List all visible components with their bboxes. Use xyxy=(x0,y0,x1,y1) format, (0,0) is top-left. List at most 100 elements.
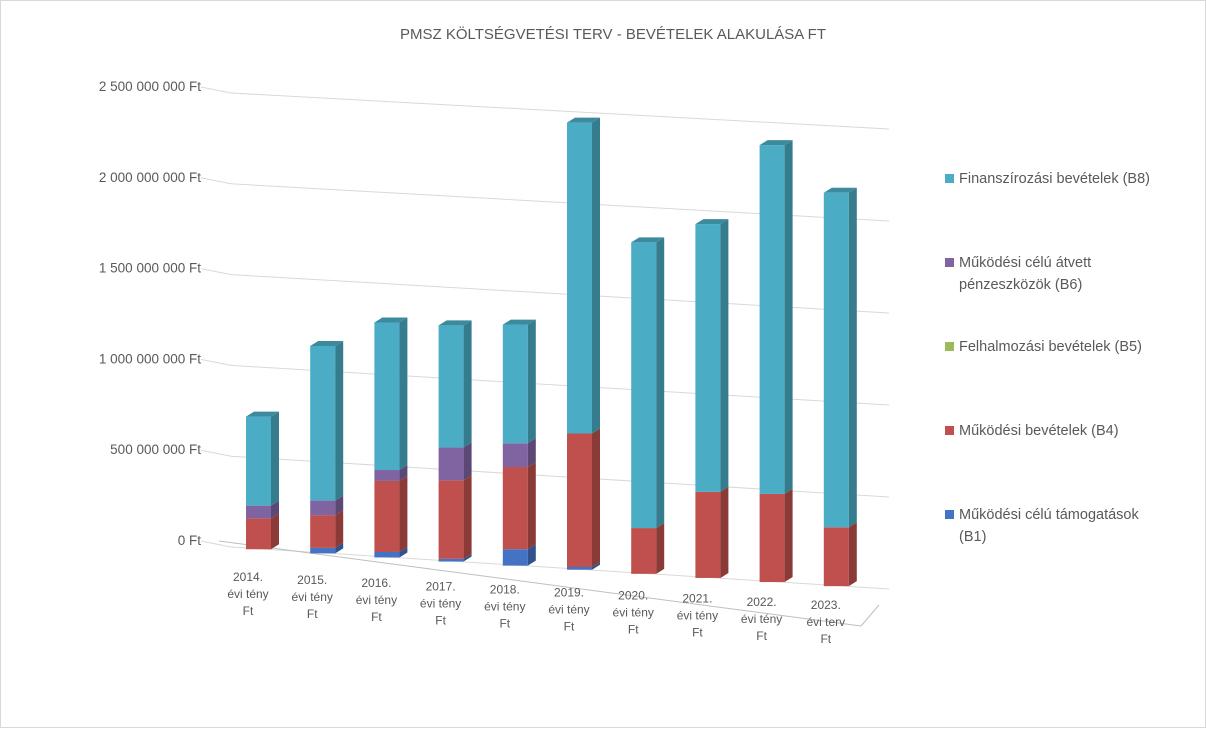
bar-segment-side xyxy=(592,562,600,570)
bar-segment xyxy=(438,447,464,481)
bar-segment xyxy=(246,505,271,519)
bar-segment xyxy=(759,493,785,583)
bar-segment-side xyxy=(271,411,279,506)
bar-top xyxy=(374,317,408,323)
x-tick-label: 2014. évi tény Ft xyxy=(227,570,268,618)
bar-stack xyxy=(695,219,729,578)
bar-segment-side xyxy=(527,319,536,444)
x-axis: 2014. évi tény Ft 2015. évi tény Ft 2016. évi t… xyxy=(227,570,845,646)
bar-segment xyxy=(310,547,336,554)
bar-segment-side xyxy=(399,465,408,481)
bar-segment xyxy=(502,467,528,550)
bar-segment-side xyxy=(335,495,344,516)
gridline-edge xyxy=(200,268,232,276)
bar-segment-side xyxy=(527,462,536,550)
bar-top xyxy=(759,140,793,146)
bar-segment xyxy=(567,122,592,434)
bar-segment-side xyxy=(463,553,472,562)
bar-segment xyxy=(310,515,336,548)
bar-segment-side xyxy=(399,546,408,558)
floor xyxy=(218,540,880,627)
bars xyxy=(246,117,857,587)
legend-label: Működési célú átvett pénzeszközök (B6) xyxy=(959,255,1091,293)
bar-top xyxy=(695,219,729,225)
bar-top xyxy=(310,340,344,346)
x-tick-label: 2023. évi terv Ft xyxy=(806,598,845,646)
legend-swatch xyxy=(945,174,954,183)
bar-segment-side xyxy=(720,486,729,578)
bar-segment xyxy=(502,549,528,566)
x-tick-label: 2020. évi tény Ft xyxy=(613,589,654,637)
bar-segment xyxy=(374,480,400,552)
gridline xyxy=(230,92,890,130)
bar-segment xyxy=(695,491,721,578)
bar-segment-side xyxy=(463,320,472,448)
bar-segment-side xyxy=(271,513,279,550)
bar-segment-side xyxy=(848,187,857,528)
bar-segment-side xyxy=(784,488,793,583)
bar-segment-side xyxy=(399,317,408,471)
bar-segment-side xyxy=(784,140,793,494)
bar-segment xyxy=(310,500,336,516)
bar-segment-side xyxy=(720,219,729,492)
bar-segment xyxy=(374,322,400,471)
x-tick-label: 2017. évi tény Ft xyxy=(420,579,461,627)
y-tick-label: 2 500 000 000 Ft xyxy=(99,79,201,94)
bar-segment-side xyxy=(656,237,665,529)
floor-front-edge xyxy=(218,540,862,627)
x-tick-label: 2016. évi tény Ft xyxy=(356,576,397,624)
bar-stack xyxy=(502,319,536,566)
y-tick-label: 0 Ft xyxy=(178,533,202,548)
bar-segment-side xyxy=(527,544,536,566)
bar-segment xyxy=(759,145,785,494)
bar-segment-side xyxy=(335,510,344,548)
bar-stack xyxy=(438,320,472,562)
bar-segment xyxy=(567,433,592,568)
bar-segment xyxy=(438,558,464,562)
bar-top xyxy=(567,117,600,123)
bar-segment xyxy=(631,242,657,529)
bar-segment xyxy=(823,192,849,528)
legend-swatch xyxy=(945,510,954,519)
bar-segment-side xyxy=(463,442,472,481)
gridline-edge xyxy=(200,449,232,457)
gridline-edge xyxy=(200,86,232,94)
x-tick-label: 2022. évi tény Ft xyxy=(741,595,782,643)
bar-segment xyxy=(502,324,528,444)
bar-stack xyxy=(374,317,408,558)
bar-segment xyxy=(246,518,271,550)
bar-segment xyxy=(502,443,528,468)
y-tick-label: 500 000 000 Ft xyxy=(110,442,201,457)
bar-stack xyxy=(631,237,665,574)
legend-label: Működési célú támogatások (B1) xyxy=(959,507,1139,545)
bar-top xyxy=(438,320,472,326)
bar-segment xyxy=(823,527,849,587)
bar-top xyxy=(502,319,536,325)
bar-segment xyxy=(631,528,657,574)
chart-title: PMSZ KÖLTSÉGVETÉSI TERV - BEVÉTELEK ALAK… xyxy=(400,25,826,43)
gridline-edge xyxy=(200,540,232,548)
x-tick-label: 2021. évi tény Ft xyxy=(677,592,718,640)
y-tick-label: 1 500 000 000 Ft xyxy=(99,261,201,276)
bar-top xyxy=(823,187,857,193)
legend-swatch xyxy=(945,426,954,435)
legend-swatch xyxy=(945,258,954,267)
legend: Finanszírozási bevételek (B8) Működési cé… xyxy=(945,171,1150,545)
gridline-edge xyxy=(200,358,232,366)
y-tick-label: 1 000 000 000 Ft xyxy=(99,351,201,366)
y-tick-label: 2 000 000 000 Ft xyxy=(99,170,201,185)
bar-segment-side xyxy=(399,475,408,552)
bar-segment xyxy=(438,325,464,448)
floor-side-edge xyxy=(860,604,880,627)
gridline-edge xyxy=(200,177,232,185)
bar-stack xyxy=(823,187,857,587)
bar-stack xyxy=(310,340,344,554)
legend-label: Működési bevételek (B4) xyxy=(959,423,1119,439)
bar-stack xyxy=(759,140,793,583)
x-tick-label: 2018. évi tény Ft xyxy=(484,582,525,630)
bar-segment xyxy=(438,480,464,559)
bar-segment-side xyxy=(527,438,536,468)
legend-swatch xyxy=(945,342,954,351)
legend-label: Felhalmozási bevételek (B5) xyxy=(959,339,1142,355)
